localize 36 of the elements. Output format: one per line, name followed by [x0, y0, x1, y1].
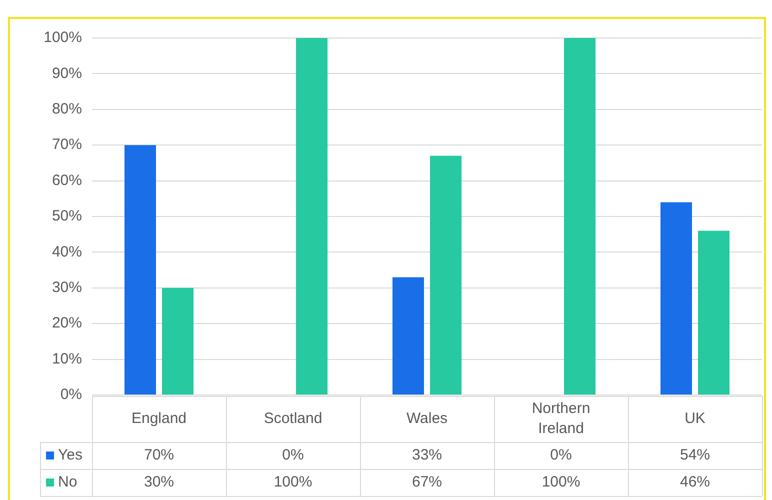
bar — [296, 38, 328, 394]
y-tick-label: 30% — [52, 279, 82, 296]
data-label: 70% — [144, 446, 174, 464]
bar — [430, 156, 462, 394]
y-tick-label: 40% — [52, 243, 82, 260]
legend-label: No — [58, 474, 78, 491]
data-label: 100% — [542, 474, 580, 491]
bar — [392, 277, 424, 394]
bar — [660, 202, 692, 394]
data-label: 33% — [412, 446, 442, 464]
data-label: 67% — [412, 474, 442, 491]
legend-label: Yes — [58, 446, 82, 464]
x-tick-label: England — [131, 410, 187, 428]
x-tick-label: UK — [684, 410, 706, 428]
data-label: 30% — [144, 474, 174, 491]
bar — [698, 230, 730, 394]
y-tick-label: 90% — [52, 64, 82, 82]
x-tick-label: Scotland — [264, 410, 322, 428]
y-tick-label: 80% — [52, 100, 82, 118]
x-tick-label: Northern Ireland — [532, 400, 590, 438]
bar — [564, 38, 596, 394]
y-tick-label: 50% — [52, 208, 82, 225]
y-tick-label: 0% — [60, 386, 82, 404]
data-label: 54% — [680, 446, 710, 464]
data-label: 46% — [680, 474, 710, 491]
y-tick-label: 10% — [52, 350, 82, 368]
bar — [162, 288, 194, 394]
y-tick-label: 20% — [52, 314, 82, 332]
x-tick-label: Wales — [406, 410, 448, 428]
data-label: 0% — [550, 446, 572, 464]
data-label: 100% — [274, 474, 312, 491]
y-tick-label: 60% — [52, 172, 82, 189]
y-tick-label: 100% — [44, 29, 82, 46]
data-label: 0% — [282, 446, 304, 464]
bar — [124, 145, 156, 394]
y-tick-label: 70% — [52, 136, 82, 154]
